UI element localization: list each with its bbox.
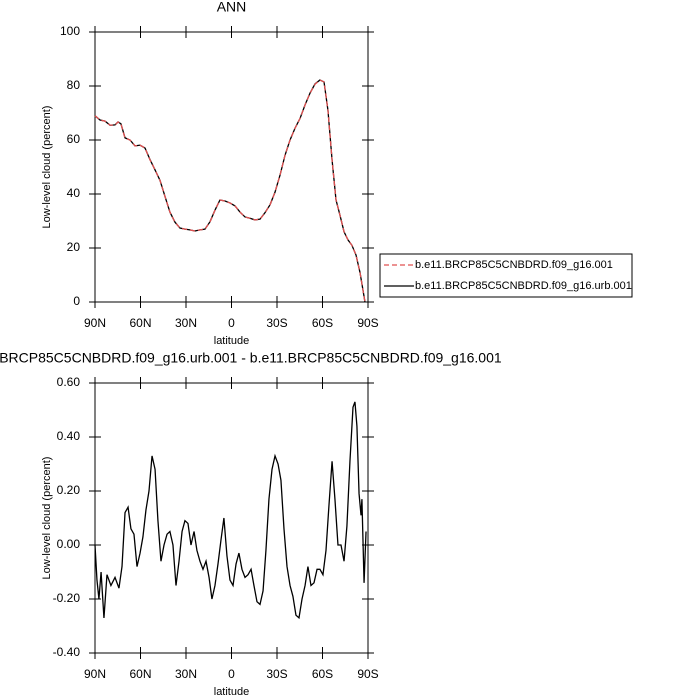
- chart-title: ANN: [217, 0, 247, 15]
- x-tick-label: 90S: [357, 667, 378, 681]
- y-axis-label: Low-level cloud (percent): [41, 457, 53, 580]
- data-line: [94, 79, 366, 303]
- x-axis-label: latitude: [214, 335, 249, 347]
- y-tick-label: 40: [67, 186, 81, 200]
- y-tick-label: 60: [67, 132, 81, 146]
- x-tick-label: 30S: [266, 316, 287, 330]
- x-tick-label: 90N: [84, 667, 106, 681]
- y-tick-label: 80: [67, 78, 81, 92]
- y-tick-label: 100: [60, 24, 80, 38]
- x-tick-label: 0: [228, 667, 235, 681]
- y-tick-label: 0.40: [57, 429, 81, 443]
- x-axis-label: latitude: [214, 686, 249, 698]
- y-tick-label: 20: [67, 240, 81, 254]
- plot-frame: [94, 31, 369, 303]
- y-tick-label: 0: [73, 294, 80, 308]
- y-tick-label: 0.60: [57, 375, 81, 389]
- x-tick-label: 90S: [357, 316, 378, 330]
- plot-frame: [94, 382, 369, 654]
- legend-label: b.e11.BRCP85C5CNBDRD.f09_g16.urb.001: [415, 280, 632, 292]
- x-tick-label: 30N: [175, 667, 197, 681]
- x-tick-label: 30N: [175, 316, 197, 330]
- x-tick-label: 60S: [312, 667, 333, 681]
- x-tick-label: 90N: [84, 316, 106, 330]
- x-tick-label: 0: [228, 316, 235, 330]
- x-tick-label: 30S: [266, 667, 287, 681]
- y-tick-label: -0.20: [53, 591, 81, 605]
- y-tick-label: 0.20: [57, 483, 81, 497]
- y-axis-label: Low-level cloud (percent): [41, 106, 53, 229]
- y-tick-label: 0.00: [57, 537, 81, 551]
- y-tick-label: -0.40: [53, 645, 81, 659]
- x-tick-label: 60S: [312, 316, 333, 330]
- x-tick-label: 60N: [129, 667, 151, 681]
- legend-box: [379, 253, 633, 298]
- x-tick-label: 60N: [129, 316, 151, 330]
- legend-label: b.e11.BRCP85C5CNBDRD.f09_g16.001: [415, 259, 613, 271]
- data-line: [94, 79, 366, 303]
- data-line: [94, 401, 367, 620]
- chart-title: b.e11.BRCP85C5CNBDRD.f09_g16.urb.001 - b…: [0, 350, 502, 366]
